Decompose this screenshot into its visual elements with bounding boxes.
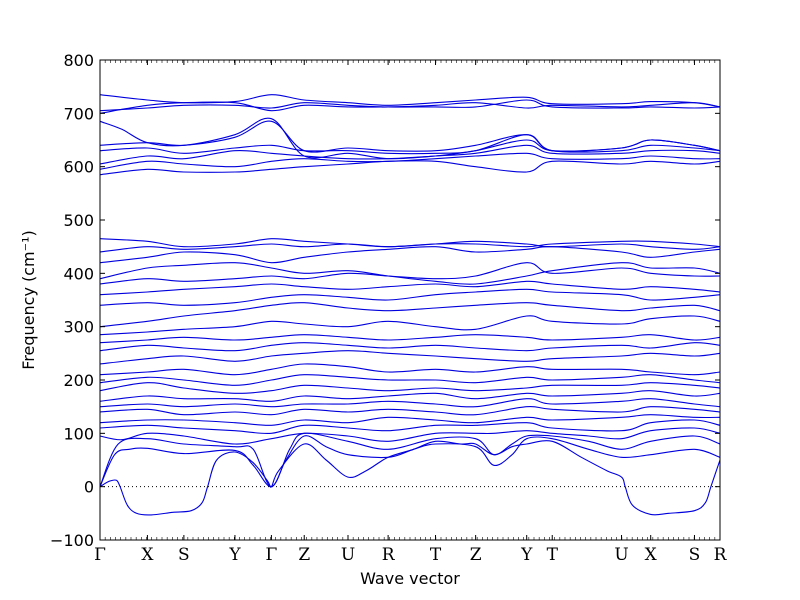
branch-line <box>99 374 721 386</box>
branch-line <box>99 432 721 488</box>
kpoint-label: S <box>178 545 190 565</box>
branch-line <box>99 315 721 336</box>
branch-line <box>99 99 721 112</box>
kpoint-label: R <box>382 545 396 565</box>
y-tick-label: 0 <box>84 478 94 497</box>
branch-line <box>99 427 721 445</box>
y-axis-ticks: −100 0 100 200 300 400 500 600 700 800 <box>50 51 720 550</box>
branch-line <box>99 302 721 328</box>
branch-line <box>99 390 721 402</box>
kpoint-label: Z <box>470 545 482 565</box>
kpoint-label: Γ <box>266 545 278 565</box>
branch-line <box>99 414 721 426</box>
kpoint-label: U <box>341 545 355 565</box>
y-tick-label: 200 <box>63 371 94 390</box>
kpoint-label: Γ <box>94 545 106 565</box>
branch-line <box>99 288 721 306</box>
y-tick-label: −100 <box>50 531 94 550</box>
branch-line <box>99 342 721 352</box>
branch-line <box>99 238 721 248</box>
y-tick-label: 100 <box>63 424 94 443</box>
branch-line <box>99 398 721 408</box>
kpoint-label: Y <box>520 545 533 565</box>
y-tick-label: 300 <box>63 318 94 337</box>
y-tick-label: 700 <box>63 104 94 123</box>
kpoint-label: R <box>714 545 728 565</box>
kpoint-label: X <box>141 545 154 565</box>
branch-line <box>99 280 721 296</box>
branch-line <box>99 101 721 114</box>
kpoint-label: X <box>645 545 658 565</box>
branch-line <box>99 419 721 435</box>
branch-line <box>99 160 721 176</box>
branch-line <box>99 350 721 365</box>
branch-line <box>99 363 721 376</box>
branch-line <box>99 440 721 516</box>
branch-line <box>99 94 721 108</box>
kpoint-label: U <box>614 545 628 565</box>
branch-line <box>99 405 721 416</box>
branch-line <box>99 262 721 285</box>
kpoint-label: Z <box>298 545 310 565</box>
phonon-branches <box>99 94 721 516</box>
kpoint-label: T <box>547 545 559 565</box>
kpoint-label: Y <box>228 545 241 565</box>
plot-background <box>100 60 720 540</box>
branch-line <box>99 117 721 160</box>
branch-line <box>99 262 721 285</box>
y-tick-label: 800 <box>63 51 94 70</box>
branch-line <box>99 152 721 170</box>
kpoint-label: T <box>430 545 442 565</box>
y-axis-label: Frequency (cm⁻¹) <box>19 230 38 369</box>
y-tick-label: 600 <box>63 158 94 177</box>
branch-line <box>99 246 721 264</box>
y-tick-label: 400 <box>63 264 94 283</box>
y-tick-label: 500 <box>63 211 94 230</box>
x-axis-label: Wave vector <box>360 569 460 588</box>
branch-line <box>99 382 721 394</box>
branch-line <box>99 134 721 155</box>
branch-line <box>99 435 721 488</box>
branch-line <box>99 334 721 344</box>
kpoint-label: S <box>689 545 701 565</box>
